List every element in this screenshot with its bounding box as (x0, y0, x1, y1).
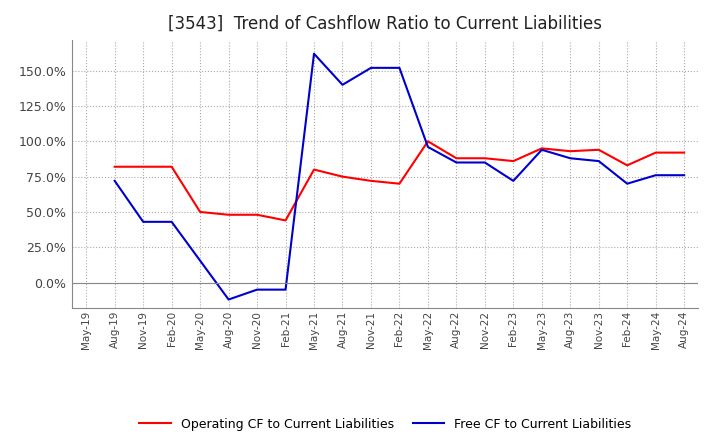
Operating CF to Current Liabilities (480, 156, 489, 161)
Operating CF to Current Liabilities (680, 150, 688, 155)
Operating CF to Current Liabilities (139, 164, 148, 169)
Operating CF to Current Liabilities (253, 212, 261, 217)
Free CF to Current Liabilities (680, 172, 688, 178)
Free CF to Current Liabilities (423, 144, 432, 150)
Operating CF to Current Liabilities (366, 178, 375, 183)
Legend: Operating CF to Current Liabilities, Free CF to Current Liabilities: Operating CF to Current Liabilities, Fre… (135, 413, 636, 436)
Free CF to Current Liabilities (253, 287, 261, 292)
Free CF to Current Liabilities (167, 219, 176, 224)
Operating CF to Current Liabilities (225, 212, 233, 217)
Operating CF to Current Liabilities (338, 174, 347, 179)
Free CF to Current Liabilities (452, 160, 461, 165)
Free CF to Current Liabilities (310, 51, 318, 56)
Free CF to Current Liabilities (139, 219, 148, 224)
Free CF to Current Liabilities (537, 147, 546, 152)
Operating CF to Current Liabilities (537, 146, 546, 151)
Operating CF to Current Liabilities (509, 158, 518, 164)
Line: Operating CF to Current Liabilities: Operating CF to Current Liabilities (114, 141, 684, 220)
Free CF to Current Liabilities (566, 156, 575, 161)
Operating CF to Current Liabilities (110, 164, 119, 169)
Operating CF to Current Liabilities (196, 209, 204, 215)
Operating CF to Current Liabilities (452, 156, 461, 161)
Free CF to Current Liabilities (623, 181, 631, 186)
Free CF to Current Liabilities (395, 65, 404, 70)
Operating CF to Current Liabilities (282, 218, 290, 223)
Operating CF to Current Liabilities (595, 147, 603, 152)
Free CF to Current Liabilities (366, 65, 375, 70)
Operating CF to Current Liabilities (423, 139, 432, 144)
Operating CF to Current Liabilities (566, 149, 575, 154)
Free CF to Current Liabilities (595, 158, 603, 164)
Operating CF to Current Liabilities (652, 150, 660, 155)
Free CF to Current Liabilities (509, 178, 518, 183)
Free CF to Current Liabilities (110, 178, 119, 183)
Free CF to Current Liabilities (480, 160, 489, 165)
Operating CF to Current Liabilities (310, 167, 318, 172)
Operating CF to Current Liabilities (623, 163, 631, 168)
Operating CF to Current Liabilities (395, 181, 404, 186)
Line: Free CF to Current Liabilities: Free CF to Current Liabilities (114, 54, 684, 300)
Free CF to Current Liabilities (225, 297, 233, 302)
Free CF to Current Liabilities (652, 172, 660, 178)
Free CF to Current Liabilities (338, 82, 347, 88)
Free CF to Current Liabilities (282, 287, 290, 292)
Title: [3543]  Trend of Cashflow Ratio to Current Liabilities: [3543] Trend of Cashflow Ratio to Curren… (168, 15, 602, 33)
Operating CF to Current Liabilities (167, 164, 176, 169)
